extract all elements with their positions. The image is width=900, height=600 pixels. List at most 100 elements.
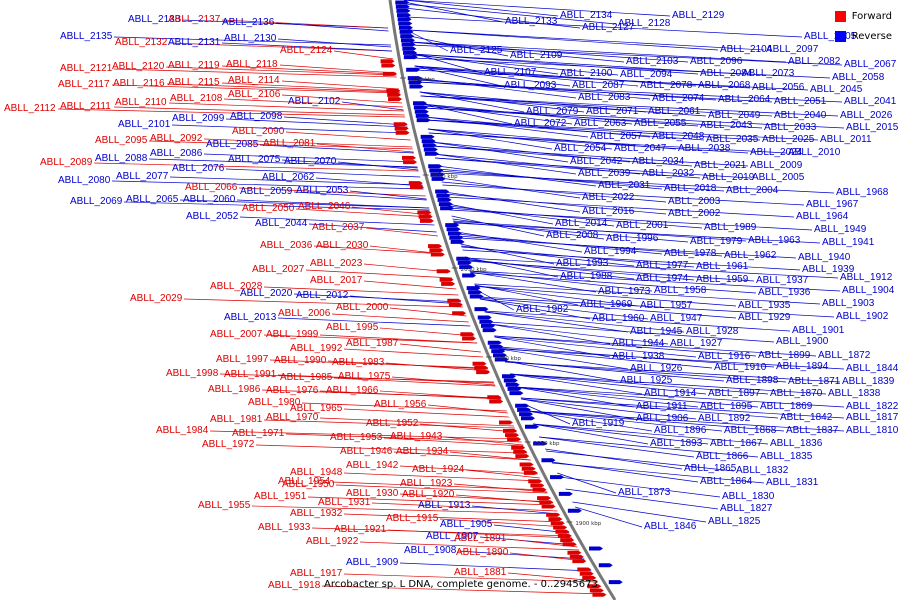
gene-label-abll-2028[interactable]: ABLL_2028 [210, 281, 263, 292]
gene-label-abll-2066[interactable]: ABLL_2066 [185, 182, 238, 193]
gene-label-abll-1837[interactable]: ABLL_1837 [786, 425, 839, 436]
gene-label-abll-1999[interactable]: ABLL_1999 [266, 329, 319, 340]
gene-label-abll-1872[interactable]: ABLL_1872 [818, 350, 871, 361]
gene-label-abll-1904[interactable]: ABLL_1904 [842, 285, 895, 296]
gene-label-abll-1954[interactable]: ABLL_1954 [278, 476, 331, 487]
gene-label-abll-1896[interactable]: ABLL_1896 [654, 425, 707, 436]
gene-label-abll-1910[interactable]: ABLL_1910 [714, 362, 767, 373]
gene-label-abll-2085[interactable]: ABLL_2085 [206, 139, 259, 150]
gene-label-abll-1959[interactable]: ABLL_1959 [696, 274, 749, 285]
gene-label-abll-1846[interactable]: ABLL_1846 [644, 521, 697, 532]
gene-label-abll-1981[interactable]: ABLL_1981 [210, 414, 263, 425]
gene-label-abll-2041[interactable]: ABLL_2041 [844, 96, 897, 107]
gene-label-abll-2021[interactable]: ABLL_2021 [694, 160, 747, 171]
gene-label-abll-1964[interactable]: ABLL_1964 [796, 211, 849, 222]
gene-label-abll-1985[interactable]: ABLL_1985 [280, 372, 333, 383]
gene-label-abll-1977[interactable]: ABLL_1977 [636, 260, 689, 271]
gene-label-abll-1950[interactable]: ABLL_1950 [282, 479, 335, 490]
gene-label-abll-2017[interactable]: ABLL_2017 [310, 275, 363, 286]
gene-label-abll-1844[interactable]: ABLL_1844 [846, 363, 899, 374]
gene-label-abll-2069[interactable]: ABLL_2069 [70, 196, 123, 207]
gene-label-abll-2129[interactable]: ABLL_2129 [672, 10, 725, 21]
gene-label-abll-2084[interactable]: ABLL_2084 [700, 68, 753, 79]
gene-label-abll-1975[interactable]: ABLL_1975 [338, 371, 391, 382]
gene-label-abll-1871[interactable]: ABLL_1871 [788, 376, 841, 387]
gene-label-abll-1931[interactable]: ABLL_1931 [318, 497, 371, 508]
gene-label-abll-1989[interactable]: ABLL_1989 [704, 222, 757, 233]
gene-label-abll-2075[interactable]: ABLL_2075 [228, 154, 281, 165]
gene-label-abll-1933[interactable]: ABLL_1933 [258, 522, 311, 533]
gene-label-abll-1881[interactable]: ABLL_1881 [454, 567, 507, 578]
gene-label-abll-1919[interactable]: ABLL_1919 [572, 418, 625, 429]
gene-label-abll-1930[interactable]: ABLL_1930 [346, 488, 399, 499]
gene-label-abll-1894[interactable]: ABLL_1894 [776, 361, 829, 372]
gene-label-abll-2121[interactable]: ABLL_2121 [60, 63, 113, 74]
gene-label-abll-1900[interactable]: ABLL_1900 [776, 336, 829, 347]
gene-label-abll-1935[interactable]: ABLL_1935 [738, 300, 791, 311]
gene-label-abll-2055[interactable]: ABLL_2055 [634, 118, 687, 129]
gene-label-abll-2098[interactable]: ABLL_2098 [230, 111, 283, 122]
gene-label-abll-2132[interactable]: ABLL_2132 [115, 37, 168, 48]
gene-label-abll-2027[interactable]: ABLL_2027 [252, 264, 305, 275]
gene-label-abll-1936[interactable]: ABLL_1936 [758, 287, 811, 298]
gene-label-abll-1835[interactable]: ABLL_1835 [760, 451, 813, 462]
gene-label-abll-2130[interactable]: ABLL_2130 [224, 33, 277, 44]
gene-label-abll-1832[interactable]: ABLL_1832 [736, 465, 789, 476]
gene-label-abll-1864[interactable]: ABLL_1864 [700, 476, 753, 487]
gene-label-abll-2042[interactable]: ABLL_2042 [570, 156, 623, 167]
gene-label-abll-2032[interactable]: ABLL_2032 [642, 168, 695, 179]
gene-label-abll-1937[interactable]: ABLL_1937 [756, 275, 809, 286]
gene-label-abll-2003[interactable]: ABLL_2003 [668, 196, 721, 207]
gene-label-abll-1969[interactable]: ABLL_1969 [580, 299, 633, 310]
gene-label-abll-2013[interactable]: ABLL_2013 [224, 312, 277, 323]
gene-label-abll-1973[interactable]: ABLL_1973 [598, 286, 651, 297]
gene-label-abll-1986[interactable]: ABLL_1986 [208, 384, 261, 395]
gene-label-abll-2015[interactable]: ABLL_2015 [846, 122, 899, 133]
gene-label-abll-1914[interactable]: ABLL_1914 [644, 388, 697, 399]
gene-label-abll-1980[interactable]: ABLL_1980 [248, 397, 301, 408]
gene-label-abll-2061[interactable]: ABLL_2061 [648, 106, 701, 117]
gene-label-abll-2117[interactable]: ABLL_2117 [58, 79, 110, 90]
gene-label-abll-2087[interactable]: ABLL_2087 [572, 80, 625, 91]
gene-label-abll-1905[interactable]: ABLL_1905 [440, 519, 493, 530]
gene-label-abll-1923[interactable]: ABLL_1923 [400, 478, 453, 489]
gene-label-abll-2025[interactable]: ABLL_2025 [762, 134, 815, 145]
gene-label-abll-2093[interactable]: ABLL_2093 [504, 80, 557, 91]
gene-label-abll-1830[interactable]: ABLL_1830 [722, 491, 775, 502]
gene-label-abll-1963[interactable]: ABLL_1963 [748, 235, 801, 246]
gene-label-abll-1898[interactable]: ABLL_1898 [726, 375, 779, 386]
gene-label-abll-1960[interactable]: ABLL_1960 [592, 313, 645, 324]
gene-label-abll-1951[interactable]: ABLL_1951 [254, 491, 307, 502]
gene-label-abll-2096[interactable]: ABLL_2096 [690, 56, 743, 67]
gene-label-abll-1991[interactable]: ABLL_1991 [224, 369, 277, 380]
gene-label-abll-2040[interactable]: ABLL_2040 [774, 110, 827, 121]
gene-label-abll-1972[interactable]: ABLL_1972 [202, 439, 255, 450]
gene-label-abll-1941[interactable]: ABLL_1941 [822, 237, 875, 248]
gene-label-abll-2078[interactable]: ABLL_2078 [640, 80, 693, 91]
gene-label-abll-1955[interactable]: ABLL_1955 [198, 500, 251, 511]
gene-label-abll-1932[interactable]: ABLL_1932 [290, 508, 343, 519]
gene-label-abll-2124[interactable]: ABLL_2124 [280, 45, 333, 56]
gene-label-abll-2008[interactable]: ABLL_2008 [546, 230, 599, 241]
gene-label-abll-1908[interactable]: ABLL_1908 [404, 545, 457, 556]
gene-label-abll-2044[interactable]: ABLL_2044 [255, 218, 308, 229]
gene-label-abll-1892[interactable]: ABLL_1892 [698, 413, 751, 424]
gene-label-abll-1866[interactable]: ABLL_1866 [696, 451, 749, 462]
gene-label-abll-1893[interactable]: ABLL_1893 [650, 438, 703, 449]
gene-label-abll-2016[interactable]: ABLL_2016 [582, 206, 635, 217]
gene-label-abll-2051[interactable]: ABLL_2051 [774, 96, 827, 107]
gene-label-abll-2009[interactable]: ABLL_2009 [750, 160, 803, 171]
gene-label-abll-1838[interactable]: ABLL_1838 [828, 388, 881, 399]
gene-label-abll-2099[interactable]: ABLL_2099 [172, 113, 225, 124]
gene-label-abll-1944[interactable]: ABLL_1944 [612, 338, 665, 349]
gene-label-abll-1912[interactable]: ABLL_1912 [840, 272, 893, 283]
gene-label-abll-1983[interactable]: ABLL_1983 [332, 357, 385, 368]
gene-label-abll-2088[interactable]: ABLL_2088 [95, 153, 148, 164]
gene-label-abll-1927[interactable]: ABLL_1927 [670, 338, 723, 349]
gene-label-abll-1873[interactable]: ABLL_1873 [618, 487, 671, 498]
gene-label-abll-2105[interactable]: ABLL_2105 [804, 31, 857, 42]
gene-label-abll-2080[interactable]: ABLL_2080 [58, 175, 111, 186]
gene-label-abll-1978[interactable]: ABLL_1978 [664, 248, 717, 259]
gene-label-abll-1993[interactable]: ABLL_1993 [556, 258, 609, 269]
gene-label-abll-1967[interactable]: ABLL_1967 [806, 199, 859, 210]
